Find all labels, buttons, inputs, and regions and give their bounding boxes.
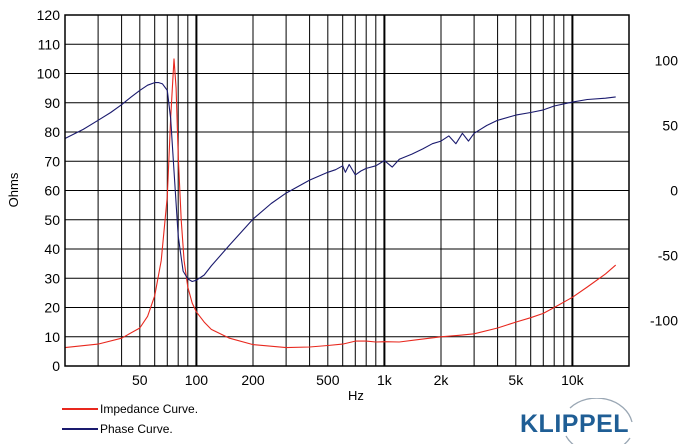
y-tick-label: 20 [44,300,60,316]
y-tick-label: 60 [44,183,60,199]
x-axis-ticks: 50 100 200 500 1k 2k 5k 10k [132,372,585,388]
y-tick-label: 50 [44,212,60,228]
y-tick-label: 110 [38,36,61,52]
logo-arc-icon [565,398,633,444]
y-tick-label: 100 [37,66,61,82]
y-tick-label: 30 [44,270,60,286]
x-tick-label: 500 [316,372,340,388]
impedance-legend-swatch [62,408,98,410]
y-tick-label: 90 [44,95,60,111]
phase-legend-swatch [62,428,98,430]
x-axis-label: Hz [348,388,364,403]
x-tick-label: 5k [508,372,524,388]
y-tick-label: 120 [37,7,61,23]
y2-tick-label: -50 [658,248,678,264]
data-curves [64,58,617,349]
phase-legend-label: Phase Curve. [100,422,173,436]
x-tick-label: 10k [561,372,585,388]
x-tick-label: 50 [132,372,148,388]
x-tick-label: 200 [241,372,265,388]
y-axis-ticks: 0 10 20 30 40 50 60 70 80 90 100 110 120 [37,7,61,374]
x-tick-label: 2k [434,372,450,388]
y2-tick-label: 100 [655,53,679,69]
y-tick-label: 40 [44,241,60,257]
legend-item-phase: Phase Curve. [62,422,173,436]
x-tick-label: 1k [377,372,393,388]
y-tick-label: 0 [52,358,60,374]
plot-frame [64,14,630,367]
y-tick-label: 10 [44,329,60,345]
impedance-legend-label: Impedance Curve. [100,402,199,416]
y2-tick-label: 50 [662,118,678,134]
y-axis-label: Ohms [6,172,21,207]
y2-tick-label: 0 [670,183,678,199]
y-tick-label: 70 [44,153,60,169]
y2-tick-label: -100 [650,313,678,329]
impedance-curve [64,58,617,349]
y2-axis-ticks: 100 50 0 -50 -100 [650,53,678,329]
klippel-logo: KLIPPEL [520,410,630,438]
x-tick-label: 100 [185,372,209,388]
y-tick-label: 80 [44,124,60,140]
phase-curve [64,82,616,283]
legend-item-impedance: Impedance Curve. [62,402,198,416]
